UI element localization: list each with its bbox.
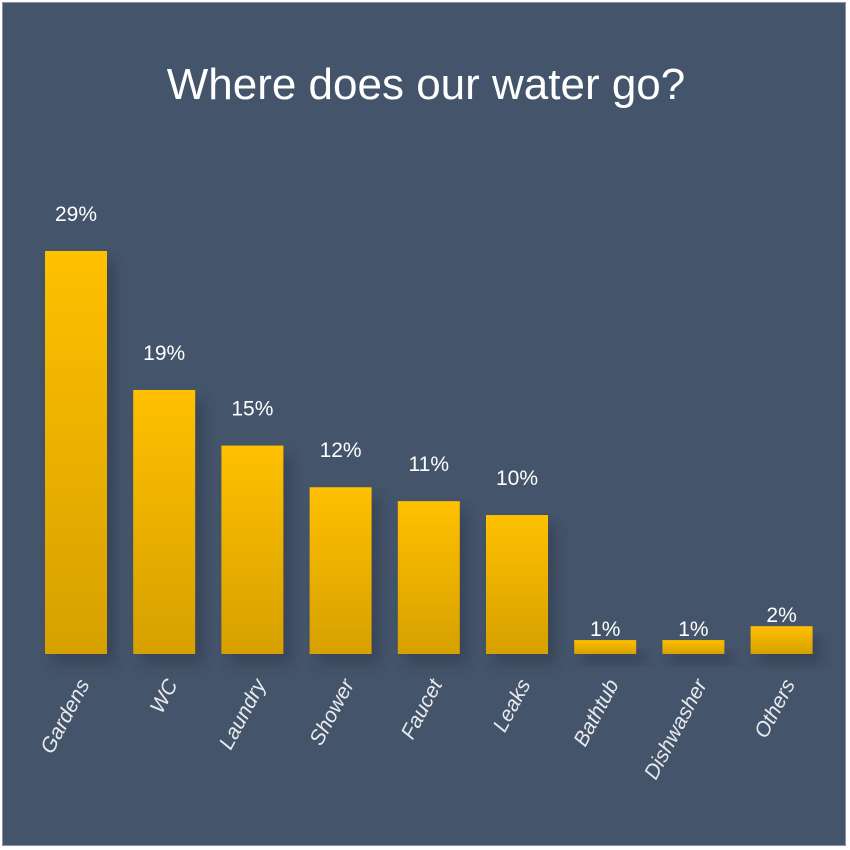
x-tick-label: WC [146, 675, 183, 717]
data-label: 19% [143, 342, 185, 365]
x-tick-label: Bathtub [569, 675, 623, 750]
x-tick-label: Others [750, 675, 800, 742]
data-label: 1% [590, 618, 620, 641]
x-tick-label: Shower [305, 675, 359, 750]
x-tick-label: Gardens [36, 675, 94, 757]
bar-chart: Where does our water go? 29% Gardens 19% WC… [36, 60, 821, 784]
x-tick-label: Laundry [215, 674, 272, 753]
bar-laundry [221, 445, 284, 654]
x-tick-label: Dishwasher [640, 675, 712, 784]
x-tick-label: Leaks [489, 675, 536, 736]
bar-gardens [45, 251, 107, 654]
bar-dishwasher [662, 640, 725, 654]
data-label: 2% [766, 604, 796, 627]
data-label: 10% [496, 467, 538, 490]
bar-wc [133, 389, 196, 654]
bar-bathtub [574, 640, 637, 654]
bar-others [750, 626, 813, 654]
data-label: 1% [678, 618, 708, 641]
data-label: 29% [55, 203, 97, 226]
data-label: 15% [231, 398, 273, 421]
data-label: 11% [409, 453, 449, 476]
data-label: 12% [320, 439, 362, 462]
bar-faucet [397, 501, 460, 654]
x-tick-label: Faucet [397, 675, 448, 744]
bar-shower [309, 487, 372, 654]
chart-title: Where does our water go? [167, 60, 686, 109]
bar-leaks [486, 515, 548, 654]
